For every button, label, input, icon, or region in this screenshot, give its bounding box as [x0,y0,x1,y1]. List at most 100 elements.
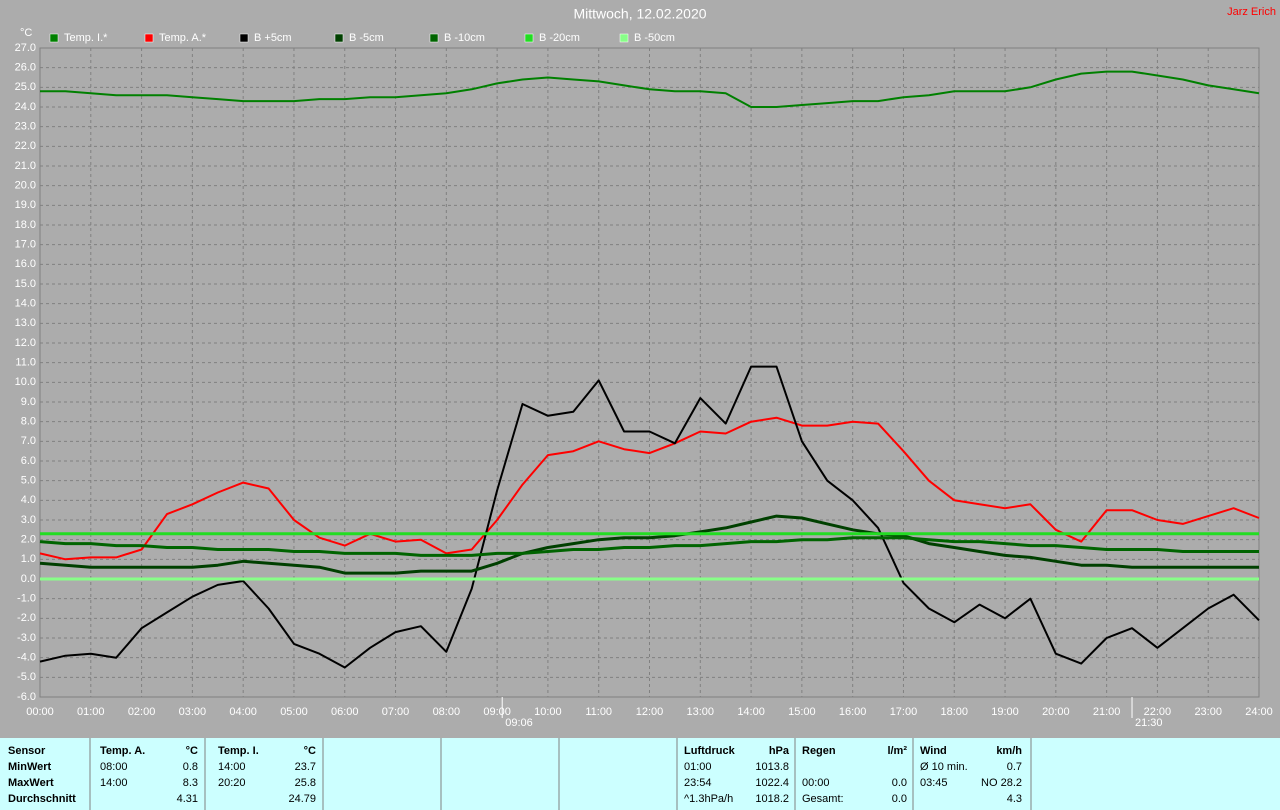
table-cell: 0.0 [892,793,907,805]
y-tick-label: 13.0 [15,317,36,329]
chart-title: Mittwoch, 12.02.2020 [573,6,706,22]
x-tick-label: 10:00 [534,706,562,718]
x-tick-label: 22:00 [1144,706,1172,718]
x-tick-label: 09:00 [483,706,511,718]
x-tick-label: 12:00 [636,706,664,718]
x-tick-label: 23:00 [1194,706,1222,718]
legend-swatch [49,33,59,43]
x-tick-label: 00:00 [26,706,54,718]
legend-swatch [239,33,249,43]
y-tick-label: 5.0 [21,475,36,487]
x-tick-label: 02:00 [128,706,156,718]
table-cell: NO 28.2 [981,777,1022,789]
y-tick-label: 24.0 [15,101,36,113]
legend-swatch [144,33,154,43]
x-tick-label: 03:00 [179,706,207,718]
y-tick-label: -6.0 [17,691,36,703]
y-unit: °C [20,27,32,39]
x-tick-label: 01:00 [77,706,105,718]
y-tick-label: 4.0 [21,494,36,506]
table-cell: 0.7 [1007,761,1022,773]
table-cell: 00:00 [802,777,830,789]
legend-swatch [524,33,534,43]
y-tick-label: 22.0 [15,140,36,152]
table-cell: MaxWert [8,777,54,789]
y-tick-label: 18.0 [15,219,36,231]
table-header: hPa [769,745,790,757]
x-tick-label: 07:00 [382,706,410,718]
table-cell: Gesamt: [802,793,844,805]
legend-label: Temp. I.* [64,32,108,44]
table-cell: 25.8 [295,777,316,789]
y-tick-label: 7.0 [21,435,36,447]
y-tick-label: 10.0 [15,376,36,388]
y-tick-label: 20.0 [15,180,36,192]
y-tick-label: 11.0 [15,357,36,369]
annotation-label: 09:06 [505,717,533,729]
table-cell: 0.0 [892,777,907,789]
table-header: Regen [802,745,836,757]
y-tick-label: 12.0 [15,337,36,349]
table-cell: 14:00 [218,761,246,773]
table-header: °C [186,745,198,757]
series-line [39,536,1259,557]
legend-swatch [619,33,629,43]
author: Jarz Erich [1227,6,1276,18]
table-cell: 23.7 [295,761,316,773]
table-cell: 1022.4 [755,777,789,789]
series-line [39,365,1260,669]
y-tick-label: 17.0 [15,239,36,251]
legend-label: B -50cm [634,32,675,44]
table-cell: 8.3 [183,777,198,789]
y-tick-label: 26.0 [15,62,36,74]
table-cell: 4.31 [177,793,198,805]
y-tick-label: 21.0 [15,160,36,172]
x-tick-label: 20:00 [1042,706,1070,718]
y-tick-label: 19.0 [15,199,36,211]
table-header: l/m² [887,745,907,757]
table-header: Wind [920,745,947,757]
table-header: km/h [996,745,1022,757]
table-cell: MinWert [8,761,52,773]
table-cell: 03:45 [920,777,948,789]
y-tick-label: 23.0 [15,121,36,133]
y-tick-label: -5.0 [17,671,36,683]
x-tick-label: 21:00 [1093,706,1121,718]
y-tick-label: -1.0 [17,593,36,605]
table-cell: 01:00 [684,761,712,773]
table-cell: 20:20 [218,777,246,789]
series-line [40,70,1260,108]
table-cell: 0.8 [183,761,198,773]
y-tick-label: -3.0 [17,632,36,644]
legend-label: B -10cm [444,32,485,44]
x-tick-label: 14:00 [737,706,765,718]
x-tick-label: 08:00 [433,706,461,718]
y-tick-label: 15.0 [15,278,36,290]
table-header: Sensor [8,745,46,757]
table-cell: Durchschnitt [8,793,76,805]
y-tick-label: 27.0 [15,42,36,54]
table-cell: 23:54 [684,777,712,789]
table-cell: 14:00 [100,777,128,789]
series-line [39,514,1259,575]
table-header: °C [304,745,316,757]
table-cell: 1013.8 [755,761,789,773]
legend-label: B -5cm [349,32,384,44]
x-tick-label: 17:00 [890,706,918,718]
background [0,0,1280,738]
series-line [39,416,1260,561]
legend-swatch [334,33,344,43]
annotation-label: 21:30 [1135,717,1163,729]
table-lines [89,738,1032,810]
y-tick-label: 16.0 [15,258,36,270]
table-cell: 1018.2 [755,793,789,805]
y-tick-label: -4.0 [17,652,36,664]
table-cell: 24.79 [288,793,316,805]
legend-label: B +5cm [254,32,292,44]
legend-swatch [429,33,439,43]
x-tick-label: 06:00 [331,706,359,718]
table-cell: ^1.3hPa/h [684,793,733,805]
x-tick-label: 16:00 [839,706,867,718]
